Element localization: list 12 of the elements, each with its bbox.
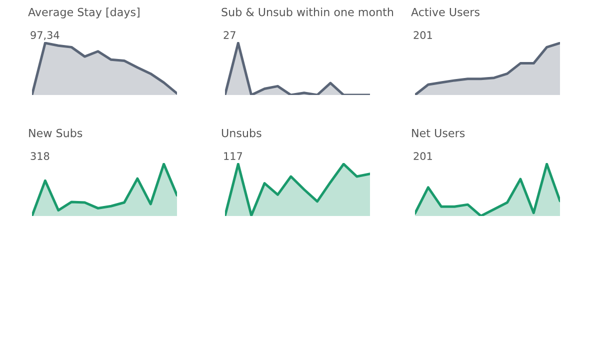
chart-title: Unsubs	[222, 128, 262, 138]
text: 201	[414, 31, 432, 40]
chart-title: New Subs	[29, 128, 82, 138]
chart-title: Net Users	[412, 128, 465, 138]
chart-title: Average Stay [days]	[28, 8, 140, 18]
text: 201	[414, 152, 432, 160]
chart-title: Active Users	[411, 8, 480, 16]
text: 27	[224, 31, 236, 39]
text: 117	[224, 152, 242, 160]
text: 318	[30, 152, 50, 160]
chart-title: Sub & Unsub within one month	[222, 8, 394, 16]
text: 97,34	[30, 31, 60, 40]
